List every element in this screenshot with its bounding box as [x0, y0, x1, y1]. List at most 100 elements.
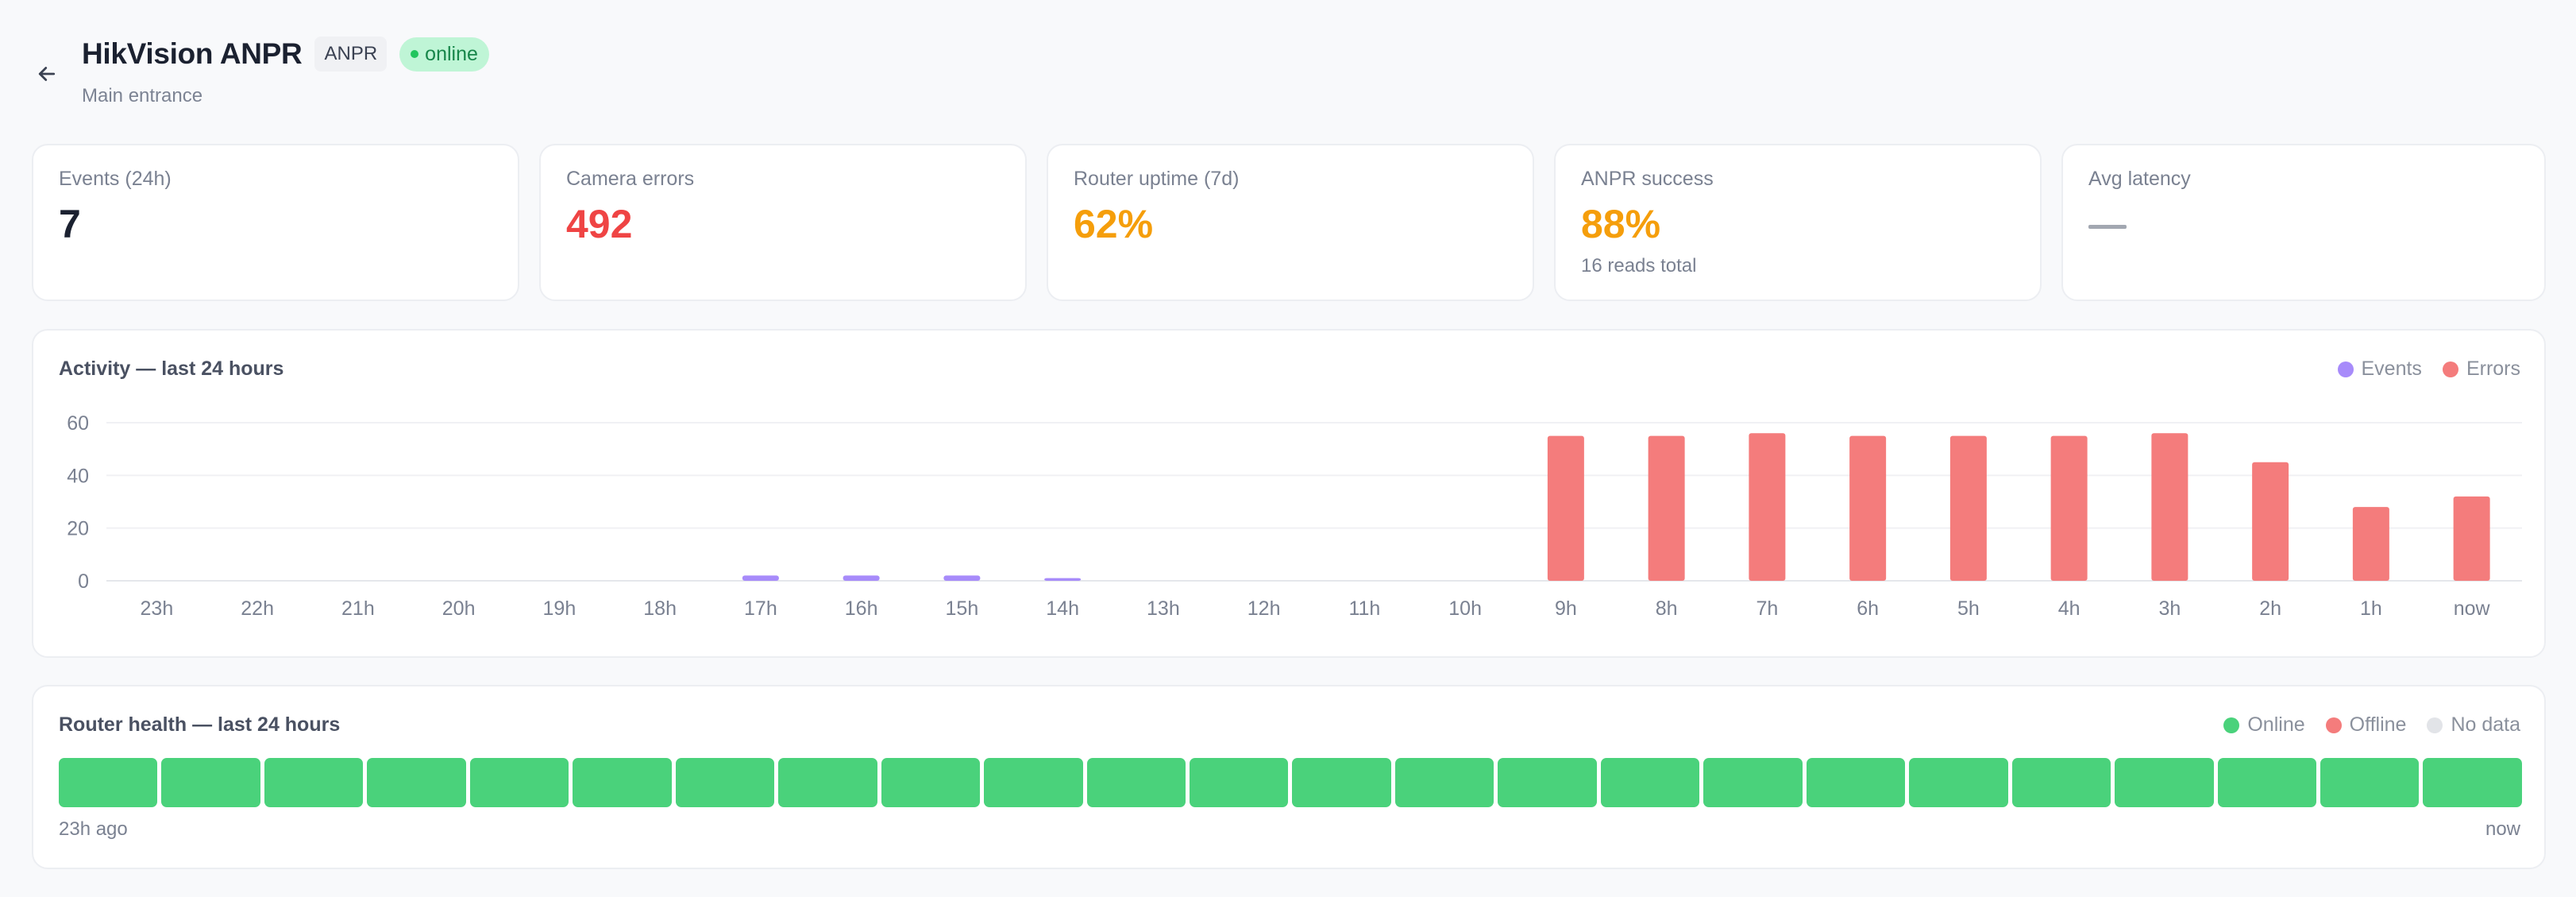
errors-bar	[2453, 496, 2490, 581]
errors-bar	[2352, 507, 2389, 581]
stat-label: Router uptime (7d)	[1074, 168, 1240, 190]
x-tick-label: 18h	[643, 597, 677, 620]
health-cell-online	[573, 758, 672, 807]
x-tick-label: 2h	[2259, 597, 2281, 620]
x-tick-label: 3h	[2158, 597, 2181, 620]
health-cell-online	[161, 758, 260, 807]
events-bar	[742, 575, 779, 581]
stat-label: ANPR success	[1581, 168, 1714, 190]
stat-card-camera-errors: Camera errors 492	[539, 144, 1027, 301]
legend-swatch-events	[2337, 361, 2354, 377]
stat-value: 62%	[1074, 202, 1154, 246]
timeline-end-label: now	[2485, 818, 2520, 840]
status-dot-icon	[411, 50, 419, 58]
health-cell-online	[469, 758, 569, 807]
legend-item-no-data: No data	[2427, 713, 2520, 737]
legend-item-errors: Errors	[2442, 358, 2520, 381]
errors-bar	[2151, 433, 2188, 581]
x-tick-label: 12h	[1248, 597, 1281, 620]
x-tick-label: 17h	[744, 597, 777, 620]
x-tick-label: 21h	[341, 597, 375, 620]
x-tick-label: 7h	[1756, 597, 1778, 620]
legend-label-offline: Offline	[2349, 713, 2407, 736]
errors-bar	[2252, 462, 2289, 581]
stat-note: 16 reads total	[1581, 255, 1697, 276]
legend-label-online: Online	[2247, 713, 2305, 736]
stat-value: 492	[566, 202, 633, 246]
legend-swatch-online	[2223, 717, 2240, 733]
stat-label: Events (24h)	[59, 168, 172, 190]
legend-item-events: Events	[2337, 358, 2422, 381]
status-badge: online	[399, 37, 489, 72]
legend-item-online: Online	[2223, 713, 2305, 737]
x-tick-label: 15h	[946, 597, 979, 620]
health-cell-online	[1806, 758, 1906, 807]
health-cell-online	[1703, 758, 1803, 807]
legend-label-errors: Errors	[2466, 358, 2520, 380]
health-cell-online	[1498, 758, 1597, 807]
stat-label: Camera errors	[566, 168, 695, 190]
x-tick-label: 20h	[442, 597, 476, 620]
router-health-title: Router health — last 24 hours	[59, 713, 341, 736]
x-tick-label: 5h	[1957, 597, 1980, 620]
activity-chart-title: Activity — last 24 hours	[59, 358, 284, 380]
page-subtitle: Main entrance	[82, 85, 203, 106]
health-cell-online	[1086, 758, 1186, 807]
errors-bar	[1749, 433, 1786, 581]
legend-swatch-offline	[2325, 717, 2342, 733]
health-cell-online	[1600, 758, 1700, 807]
x-tick-label: 11h	[1348, 597, 1380, 620]
health-cell-online	[2320, 758, 2420, 807]
stat-card-anpr-success: ANPR success 88% 16 reads total	[1554, 144, 2042, 301]
header-title-row: HikVision ANPR ANPR online	[82, 37, 489, 72]
stat-card-events: Events (24h) 7	[32, 144, 519, 301]
activity-legend: Events Errors	[2337, 358, 2520, 381]
router-health-card: Router health — last 24 hours Online Off…	[32, 685, 2546, 869]
legend-swatch-no-data	[2427, 717, 2443, 733]
x-tick-label: 13h	[1147, 597, 1180, 620]
errors-bar	[2050, 435, 2088, 581]
y-tick-label: 20	[67, 518, 89, 540]
x-tick-label: 10h	[1448, 597, 1482, 620]
health-cell-online	[2217, 758, 2316, 807]
timeline-start-label: 23h ago	[59, 818, 128, 840]
stat-value: 88%	[1581, 202, 1661, 246]
health-cell-online	[59, 758, 158, 807]
stat-card-avg-latency: Avg latency —	[2061, 144, 2546, 301]
legend-swatch-errors	[2442, 361, 2458, 377]
health-cell-online	[264, 758, 364, 807]
back-button[interactable]	[32, 59, 62, 89]
activity-chart: 0 20 40 60 23h 22h 21h 20h 19h 18h 17h 16h 15h 14h 13h…	[67, 412, 2522, 620]
health-cell-online	[1909, 758, 2008, 807]
x-tick-label: 6h	[1857, 597, 1879, 620]
stat-card-router-uptime: Router uptime (7d) 62%	[1047, 144, 1534, 301]
y-tick-label: 0	[78, 570, 89, 593]
x-tick-label: 9h	[1555, 597, 1577, 620]
errors-bar	[1648, 435, 1685, 581]
x-tick-label: 23h	[141, 597, 174, 620]
events-bar	[943, 575, 981, 581]
arrow-left-icon	[38, 67, 56, 81]
legend-item-offline: Offline	[2325, 713, 2407, 737]
health-cell-online	[2115, 758, 2214, 807]
health-cell-online	[881, 758, 981, 807]
y-tick-label: 60	[67, 412, 89, 435]
health-cell-online	[984, 758, 1083, 807]
x-tick-label: 14h	[1046, 597, 1079, 620]
x-tick-label: now	[2454, 597, 2491, 620]
x-tick-label: 16h	[845, 597, 878, 620]
errors-bar	[1949, 435, 1987, 581]
router-health-timeline	[59, 758, 2522, 807]
stat-value: —	[2088, 225, 2127, 229]
health-cell-online	[367, 758, 466, 807]
x-tick-label: 22h	[241, 597, 274, 620]
stat-label: Avg latency	[2088, 168, 2191, 190]
activity-chart-card: Activity — last 24 hours Events Errors 0…	[32, 329, 2546, 658]
x-tick-label: 19h	[543, 597, 577, 620]
page-title: HikVision ANPR	[82, 37, 303, 70]
device-type-tag: ANPR	[314, 37, 388, 72]
errors-bar	[1547, 435, 1584, 581]
health-cell-online	[778, 758, 877, 807]
health-cell-online	[1394, 758, 1494, 807]
legend-label-no-data: No data	[2451, 713, 2520, 736]
